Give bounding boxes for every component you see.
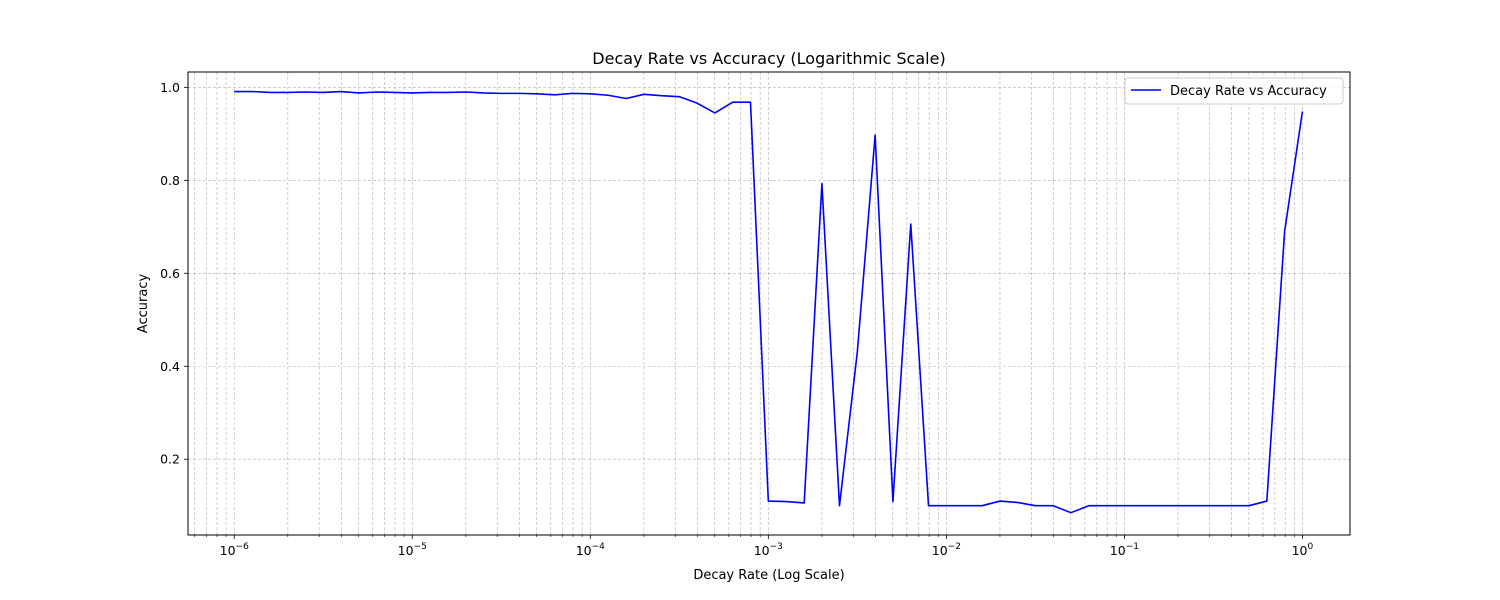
y-tick-label: 0.2 — [160, 452, 180, 467]
legend-box — [1124, 77, 1344, 105]
legend: Decay Rate vs Accuracy — [1124, 77, 1344, 105]
series-line — [234, 90, 1304, 514]
y-axis-label: Accuracy — [136, 274, 151, 334]
x-tick-label: 10−3 — [754, 542, 783, 558]
x-tick-label: 10−4 — [576, 542, 605, 558]
x-tick-label: 10−5 — [398, 542, 427, 558]
x-tick-label: 10−6 — [220, 542, 249, 558]
legend-label: Decay Rate vs Accuracy — [1170, 84, 1327, 99]
x-tick-label: 100 — [1292, 542, 1314, 558]
x-tick-label: 10−1 — [1110, 542, 1139, 558]
chart-title: Decay Rate vs Accuracy (Logarithmic Scal… — [592, 49, 945, 68]
y-tick-label: 1.0 — [160, 80, 180, 95]
y-tick-label: 0.8 — [160, 173, 180, 188]
axis-ticks: 10−6 10−5 10−4 10−3 10−2 10−1 100 0.2 0.4 0.6 0.8 1… — [160, 80, 1313, 558]
y-tick-label: 0.6 — [160, 266, 180, 281]
series-lines — [234, 90, 1304, 514]
plot-area — [187, 71, 1351, 536]
x-axis-label: Decay Rate (Log Scale) — [693, 568, 844, 583]
x-tick-label: 10−2 — [932, 542, 961, 558]
y-tick-label: 0.4 — [160, 359, 180, 374]
grid-lines — [188, 72, 1350, 535]
